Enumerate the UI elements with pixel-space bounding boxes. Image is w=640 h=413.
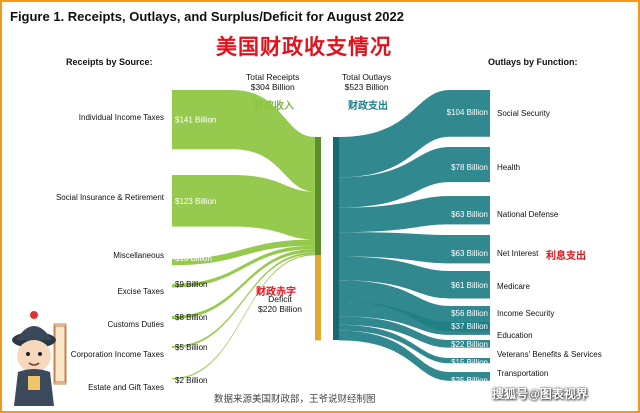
- chinese-title: 美国财政收支情况: [216, 36, 392, 59]
- receipt-name-individual-income-taxes: Individual Income Taxes: [79, 113, 164, 122]
- outlay-value-veterans-benefits-services: $22 Billion: [451, 340, 488, 349]
- outlay-value-medicare: $61 Billion: [451, 281, 488, 290]
- receipt-flow-customs-duties: [172, 249, 315, 320]
- deficit-bar: [315, 254, 321, 341]
- receipt-name-excise-taxes: Excise Taxes: [117, 287, 164, 296]
- outlay-name-veterans-benefits-services: Veterans' Benefits & Services: [497, 350, 602, 359]
- receipt-value-corporation-income-taxes: $5 Billion: [175, 343, 207, 352]
- deficit-label: Deficit $220 Billion: [258, 294, 302, 314]
- total-receipts-label: Total Receipts $304 Billion: [246, 72, 299, 92]
- outlay-name-education: Education: [497, 331, 533, 340]
- receipt-flow-excise-taxes: [172, 245, 315, 288]
- outlay-name-national-defense: National Defense: [497, 210, 559, 219]
- outlay-flow-net-interest: [339, 232, 490, 264]
- receipt-flow-miscellaneous: [172, 239, 315, 266]
- outlay-value-other: $25 Billion: [451, 376, 488, 385]
- watermark: 搜狐号@图表视界: [492, 387, 588, 401]
- receipt-flow-corporation-income-taxes: [172, 252, 315, 348]
- receipt-name-corporation-income-taxes: Corporation Income Taxes: [71, 350, 164, 359]
- outlay-name-income-security: Income Security: [497, 309, 554, 318]
- outlay-flow-other: [339, 330, 490, 381]
- receipt-flow-estate-and-gift-taxes: [172, 254, 315, 380]
- outlay-value-transportation: $15 Billion: [451, 358, 488, 367]
- outlay-flow-education: [339, 301, 490, 335]
- source-note: 数据来源美国财政部，王爷说财经制图: [214, 394, 376, 405]
- outlay-name-social-security: Social Security: [497, 109, 550, 118]
- outlay-value-social-security: $104 Billion: [447, 108, 488, 117]
- outlay-flow-medicare: [339, 256, 490, 299]
- receipt-name-estate-and-gift-taxes: Estate and Gift Taxes: [88, 383, 164, 392]
- outlay-name-transportation: Transportation: [497, 369, 548, 378]
- receipt-value-customs-duties: $8 Billion: [175, 313, 207, 322]
- outlay-flow-social-security: [339, 90, 490, 178]
- total-outlays-line2: $523 Billion: [344, 82, 389, 92]
- outlay-value-national-defense: $63 Billion: [451, 210, 488, 219]
- receipts-header: Receipts by Source:: [66, 57, 153, 67]
- outlay-flow-transportation: [339, 324, 490, 364]
- deficit-cn: 财政赤字: [256, 287, 296, 298]
- total-receipts-bar: [315, 137, 321, 255]
- total-receipts-line2: $304 Billion: [250, 82, 295, 92]
- total-outlays-bar: [333, 137, 339, 340]
- figure-title: Figure 1. Receipts, Outlays, and Surplus…: [10, 9, 404, 24]
- cartoon-mascot-illustration: [12, 311, 67, 406]
- outlay-flow-health: [339, 147, 490, 208]
- outlay-name-health: Health: [497, 163, 520, 172]
- outlay-flow-veterans-benefits-services: [339, 316, 490, 348]
- deficit-line1: Deficit: [268, 294, 292, 304]
- receipt-value-estate-and-gift-taxes: $2 Billion: [175, 376, 207, 385]
- receipt-value-excise-taxes: $9 Billion: [175, 280, 207, 289]
- receipt-name-miscellaneous: Miscellaneous: [113, 251, 164, 260]
- outlays-header: Outlays by Function:: [488, 57, 578, 67]
- deficit-line2: $220 Billion: [258, 304, 302, 314]
- outlay-value-net-interest: $63 Billion: [451, 249, 488, 258]
- receipt-name-social-insurance-retirement: Social Insurance & Retirement: [56, 193, 165, 202]
- outlay-flow-national-defense: [339, 196, 490, 233]
- outlay-flow-income-security: [339, 280, 490, 332]
- net-interest-cn: 利息支出: [546, 251, 586, 262]
- outlay-value-income-security: $56 Billion: [451, 309, 488, 318]
- receipt-flow-social-insurance-retirement: [172, 175, 315, 240]
- outlay-name-medicare: Medicare: [497, 282, 530, 291]
- receipt-flow-individual-income-taxes: [172, 90, 315, 192]
- total-outlays-label: Total Outlays $523 Billion: [342, 72, 391, 92]
- total-receipts-line1: Total Receipts: [246, 72, 300, 82]
- outlay-value-health: $78 Billion: [451, 163, 488, 172]
- receipt-name-customs-duties: Customs Duties: [108, 320, 164, 329]
- outlay-value-education: $37 Billion: [451, 322, 488, 331]
- total-outlays-cn: 财政支出: [348, 101, 388, 112]
- receipt-value-individual-income-taxes: $141 Billion: [175, 116, 216, 125]
- receipt-value-miscellaneous: $16 Billion: [175, 254, 212, 263]
- receipt-value-social-insurance-retirement: $123 Billion: [175, 197, 216, 206]
- total-outlays-line1: Total Outlays: [342, 72, 392, 82]
- outlay-name-net-interest: Net Interest: [497, 249, 539, 258]
